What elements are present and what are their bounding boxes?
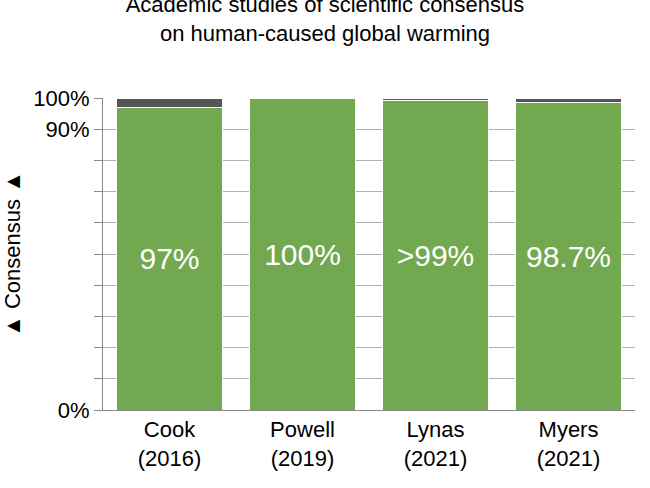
svg-text:97%: 97% xyxy=(139,242,199,275)
svg-text:0%: 0% xyxy=(58,398,90,423)
svg-text:100%: 100% xyxy=(33,86,89,111)
svg-text:Academic studies of scientific: Academic studies of scientific consensus… xyxy=(126,0,525,46)
svg-text:Cook(2016): Cook(2016) xyxy=(138,417,202,471)
svg-text:100%: 100% xyxy=(264,238,341,271)
svg-text:▲ Consensus ▲: ▲ Consensus ▲ xyxy=(0,171,25,337)
svg-text:>99%: >99% xyxy=(397,239,475,272)
svg-text:90%: 90% xyxy=(46,117,90,142)
svg-text:Powell(2019): Powell(2019) xyxy=(270,417,335,471)
svg-text:Myers(2021): Myers(2021) xyxy=(537,417,601,471)
svg-text:Lynas(2021): Lynas(2021) xyxy=(404,417,468,471)
svg-text:98.7%: 98.7% xyxy=(526,240,611,273)
